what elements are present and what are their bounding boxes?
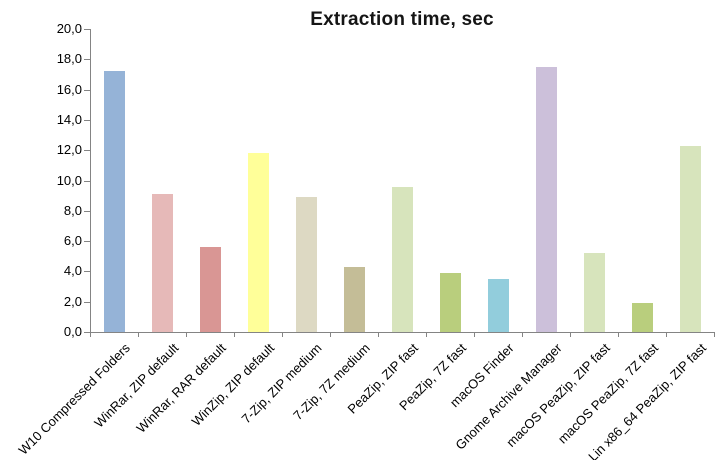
y-tick bbox=[84, 90, 90, 91]
bar bbox=[440, 273, 461, 332]
x-tick bbox=[714, 332, 715, 337]
y-tick bbox=[84, 241, 90, 242]
bar bbox=[488, 279, 509, 332]
x-tick bbox=[234, 332, 235, 337]
category-label: WinRar, RAR default bbox=[133, 340, 229, 436]
x-tick bbox=[282, 332, 283, 337]
x-tick bbox=[618, 332, 619, 337]
y-tick bbox=[84, 211, 90, 212]
bar bbox=[584, 253, 605, 332]
bar bbox=[248, 153, 269, 332]
y-tick-label: 18,0 bbox=[56, 51, 82, 66]
x-tick bbox=[186, 332, 187, 337]
y-tick bbox=[84, 302, 90, 303]
x-tick bbox=[378, 332, 379, 337]
y-tick bbox=[84, 271, 90, 272]
bar bbox=[344, 267, 365, 332]
x-tick bbox=[138, 332, 139, 337]
bar bbox=[104, 71, 125, 332]
bar bbox=[200, 247, 221, 332]
y-tick bbox=[84, 150, 90, 151]
y-tick-label: 8,0 bbox=[63, 203, 82, 218]
bar bbox=[152, 194, 173, 332]
y-tick-label: 6,0 bbox=[63, 233, 82, 248]
y-tick-label: 20,0 bbox=[56, 21, 82, 36]
x-tick bbox=[666, 332, 667, 337]
x-tick bbox=[426, 332, 427, 337]
y-tick-label: 2,0 bbox=[63, 294, 82, 309]
category-label: WinZip, ZIP default bbox=[188, 340, 277, 429]
y-tick bbox=[84, 59, 90, 60]
y-tick-label: 0,0 bbox=[63, 324, 82, 339]
x-tick bbox=[330, 332, 331, 337]
x-tick bbox=[474, 332, 475, 337]
y-tick-label: 12,0 bbox=[56, 142, 82, 157]
y-axis bbox=[90, 29, 91, 333]
y-tick bbox=[84, 120, 90, 121]
y-tick bbox=[84, 181, 90, 182]
y-tick-label: 4,0 bbox=[63, 263, 82, 278]
chart-title: Extraction time, sec bbox=[310, 9, 494, 30]
bar bbox=[296, 197, 317, 332]
y-tick-label: 14,0 bbox=[56, 112, 82, 127]
bar bbox=[392, 187, 413, 332]
y-tick bbox=[84, 332, 90, 333]
bar bbox=[536, 67, 557, 332]
bar bbox=[680, 146, 701, 332]
bar bbox=[632, 303, 653, 332]
category-label: WinRar, ZIP default bbox=[90, 340, 181, 431]
x-axis bbox=[90, 332, 715, 333]
y-tick-label: 10,0 bbox=[56, 173, 82, 188]
x-tick bbox=[570, 332, 571, 337]
x-tick bbox=[90, 332, 91, 337]
y-tick-label: 16,0 bbox=[56, 82, 82, 97]
y-tick bbox=[84, 29, 90, 30]
x-tick bbox=[522, 332, 523, 337]
